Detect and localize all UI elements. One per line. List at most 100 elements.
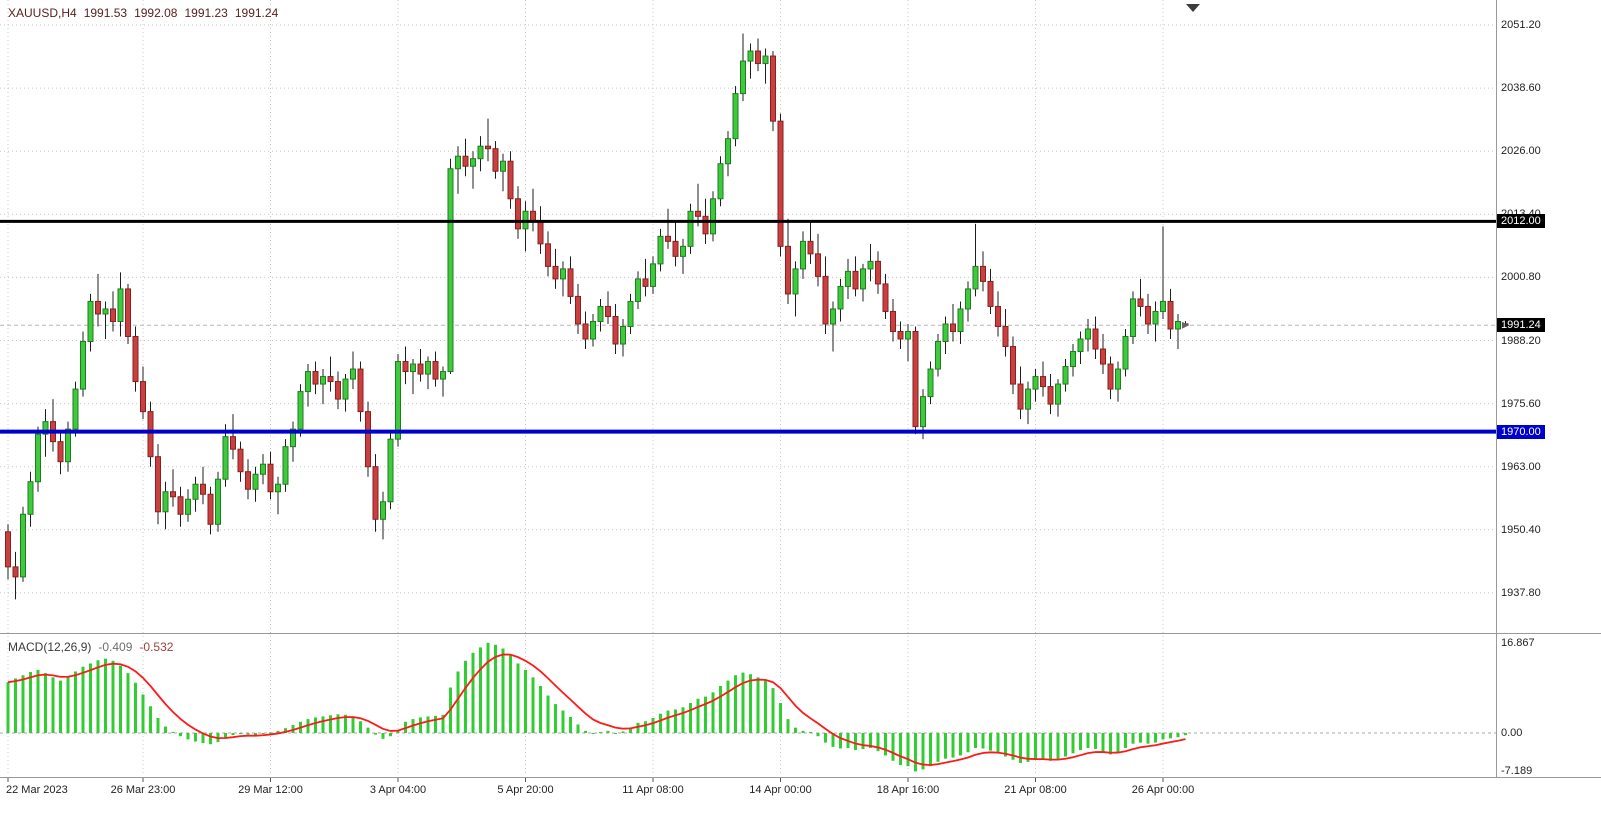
macd-histogram-bar — [1101, 733, 1105, 753]
bear-candle — [702, 215, 709, 235]
bear-candle — [755, 50, 761, 65]
bull-candle — [102, 308, 109, 315]
macd-histogram-bar — [1079, 733, 1082, 751]
macd-histogram-bar — [179, 733, 182, 737]
macd-histogram-bar — [434, 715, 437, 733]
bull-candle — [192, 483, 199, 500]
bear-candle — [177, 496, 184, 515]
macd-histogram-bar — [329, 715, 332, 733]
macd-histogram-bar — [374, 733, 377, 735]
bear-candle — [567, 268, 574, 297]
bull-candle — [680, 245, 686, 257]
bull-candle — [1130, 298, 1136, 337]
bull-candle — [597, 305, 604, 322]
macd-histogram-bar — [209, 733, 212, 745]
macd-histogram-bar — [44, 673, 47, 733]
macd-histogram-bar — [426, 716, 430, 733]
macd-histogram-bar — [876, 733, 880, 752]
bull-candle — [627, 300, 634, 327]
bull-candle — [500, 160, 506, 172]
macd-histogram-bar — [524, 669, 527, 733]
macd-histogram-bar — [314, 717, 317, 733]
bull-candle — [845, 270, 851, 287]
bear-candle — [207, 493, 214, 525]
macd-histogram-bar — [486, 642, 490, 733]
bull-candle — [20, 513, 26, 578]
macd-histogram-bar — [734, 675, 737, 733]
macd-histogram-bar — [531, 677, 535, 733]
bull-candle — [185, 498, 191, 515]
macd-histogram-bar — [119, 665, 122, 733]
bull-candle — [425, 361, 431, 375]
macd-histogram-bar — [479, 647, 482, 733]
bear-candle — [770, 55, 776, 122]
ohlc-low: 1991.23 — [184, 6, 228, 20]
macd-histogram-bar — [509, 654, 512, 733]
bull-candle — [65, 428, 71, 463]
bull-candle — [387, 438, 394, 503]
bull-candle — [1025, 388, 1031, 410]
bear-candle — [237, 448, 244, 473]
bull-candle — [290, 428, 296, 448]
bull-candle — [297, 391, 304, 430]
bear-candle — [1167, 300, 1174, 330]
bear-candle — [1137, 298, 1144, 307]
macd-histogram-bar — [269, 732, 272, 734]
bear-candle — [12, 566, 19, 578]
macd-histogram-bar — [366, 727, 370, 733]
bull-candle — [687, 210, 694, 247]
bear-candle — [417, 363, 424, 375]
bear-candle — [1092, 328, 1099, 350]
bear-candle — [170, 491, 176, 498]
macd-histogram-bar — [464, 660, 467, 733]
macd-histogram-bar — [936, 733, 940, 762]
macd-histogram-bar — [14, 678, 17, 733]
bear-candle — [777, 120, 784, 247]
macd-histogram-bar — [786, 719, 790, 733]
bull-candle — [87, 300, 94, 343]
macd-histogram-bar — [651, 718, 655, 733]
macd-histogram-bar — [839, 733, 842, 749]
macd-histogram-bar — [1176, 733, 1180, 738]
bear-candle — [245, 471, 251, 490]
bear-candle — [575, 295, 581, 325]
macd-histogram-bar — [336, 714, 340, 733]
macd-histogram-bar — [59, 680, 62, 733]
macd-histogram-bar — [554, 704, 557, 733]
macd-histogram-bar — [1154, 733, 1157, 743]
macd-histogram-bar — [614, 733, 617, 734]
macd-histogram-bar — [696, 698, 700, 733]
chart-shift-marker-icon[interactable] — [1186, 4, 1200, 12]
macd-histogram-bar — [974, 733, 977, 748]
bear-candle — [365, 411, 371, 468]
macd-histogram-bar — [539, 685, 542, 733]
bull-candle — [965, 288, 971, 310]
bull-candle — [342, 378, 349, 400]
macd-histogram-bar — [1169, 733, 1172, 739]
bear-candle — [672, 240, 679, 257]
bull-candle — [1032, 376, 1039, 390]
macd-histogram-bar — [861, 733, 865, 750]
macd-histogram-bar — [1034, 733, 1037, 760]
bull-candle — [650, 263, 656, 287]
bull-candle — [42, 421, 49, 435]
bull-candle — [1070, 351, 1076, 368]
bull-candle — [395, 361, 401, 440]
bear-candle — [1100, 348, 1106, 365]
macd-histogram-bar — [201, 733, 205, 744]
bull-candle — [1152, 310, 1159, 325]
bear-candle — [822, 275, 829, 325]
bear-candle — [897, 330, 904, 340]
macd-histogram-bar — [1064, 733, 1067, 757]
macd-histogram-bar — [141, 694, 145, 733]
macd-histogram-bar — [1161, 733, 1165, 740]
macd-histogram-bar — [779, 703, 782, 733]
bull-candle — [717, 163, 724, 200]
macd-signal-line — [7, 653, 1186, 766]
bull-candle — [440, 371, 446, 380]
bear-candle — [110, 308, 116, 322]
bull-candle — [905, 330, 911, 340]
bear-candle — [492, 148, 499, 172]
